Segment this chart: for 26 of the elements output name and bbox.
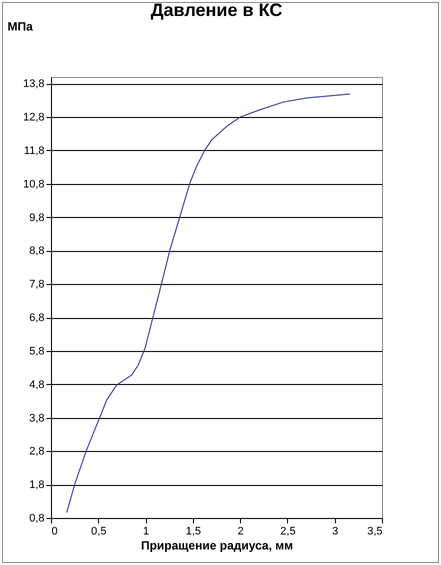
x-tick-label: 3,5 — [367, 526, 382, 538]
x-tick-label: 0,5 — [91, 526, 106, 538]
y-tick-label: 11,8 — [24, 145, 44, 157]
x-tick-label: 2 — [238, 526, 244, 538]
x-tick-label: 2,5 — [280, 526, 296, 538]
y-axis-title: МПа — [8, 20, 34, 34]
x-tick-label: 3 — [332, 526, 338, 538]
y-tick-label: 1,8 — [29, 479, 44, 492]
x-axis-title: Приращение радиуса, мм — [140, 538, 294, 552]
y-tick-label: 12,8 — [23, 112, 44, 124]
y-tick-label: 13,8 — [23, 78, 44, 90]
y-tick-label: 2,8 — [29, 446, 44, 458]
y-tick-label: 8,8 — [29, 245, 44, 258]
y-tick-label: 10,8 — [23, 178, 44, 190]
y-tick-label: 3,8 — [29, 412, 44, 424]
y-tick-label: 0,8 — [29, 512, 44, 524]
y-tick-label: 7,8 — [29, 278, 44, 291]
y-tick-label: 5,8 — [29, 345, 44, 358]
y-tick-label: 4,8 — [29, 378, 44, 391]
x-tick-label: 0 — [52, 526, 58, 538]
x-tick-label: 1 — [143, 526, 150, 538]
x-tick-label: 1,5 — [186, 526, 202, 538]
line-series — [66, 94, 350, 514]
y-tick-label: 6,8 — [29, 312, 44, 324]
chart-title: Давление в КС — [150, 0, 282, 20]
y-tick-label: 9,8 — [29, 212, 44, 224]
